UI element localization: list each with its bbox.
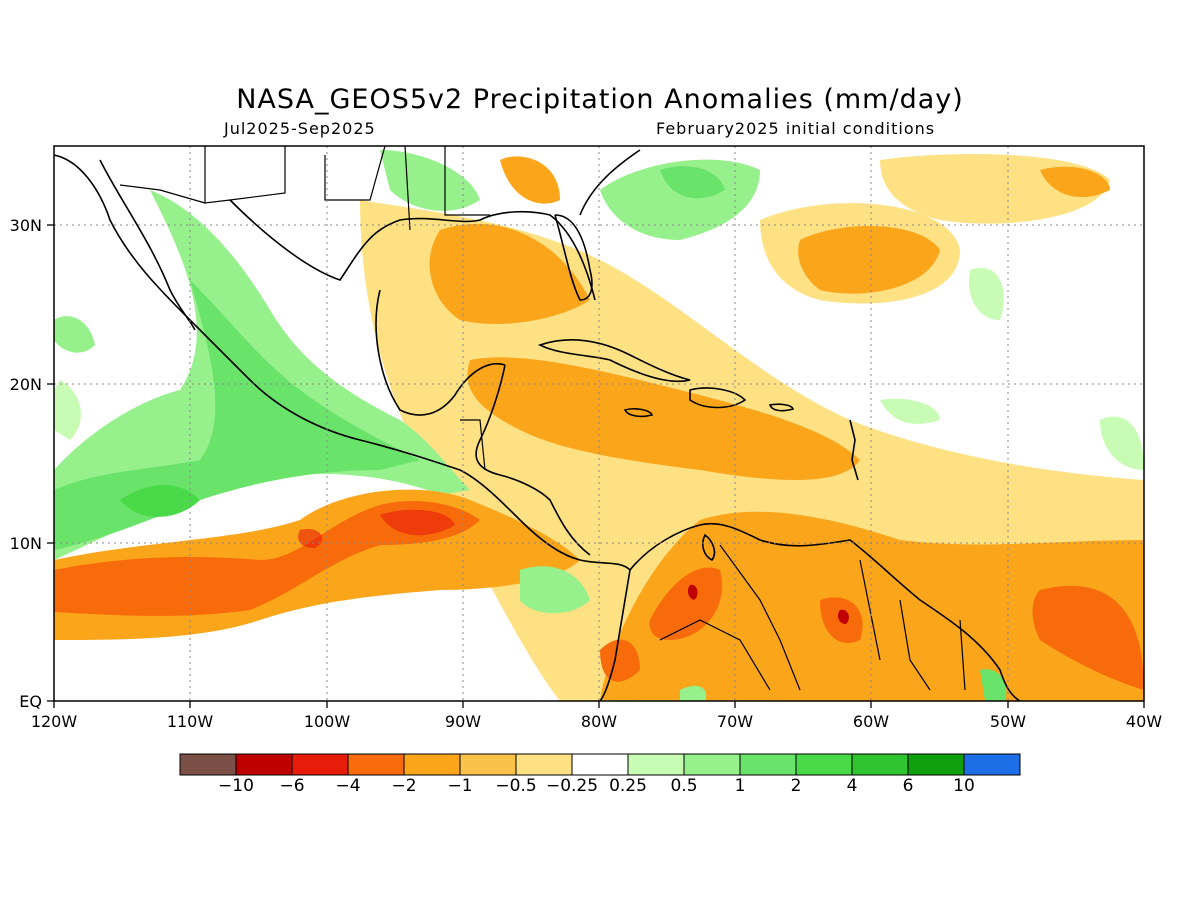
colorbar-label: −10 (218, 776, 254, 796)
lon-label: 120W (31, 712, 78, 731)
colorbar-swatch (403, 753, 461, 776)
colorbar-swatch (235, 753, 293, 776)
colorbar-swatch (683, 753, 741, 776)
lat-label: 10N (10, 534, 42, 553)
colorbar-label: 6 (902, 776, 914, 796)
colorbar-swatch (571, 753, 629, 776)
coastlines (54, 149, 1021, 701)
colorbar-swatch (627, 753, 685, 776)
colorbar-label: −2 (391, 776, 417, 796)
lon-label: 80W (581, 712, 617, 731)
colorbar-swatch (907, 753, 965, 776)
lon-label: 50W (990, 712, 1026, 731)
axis-ticks (47, 224, 1145, 708)
colorbar-swatch (851, 753, 909, 776)
colorbar-label: −0.5 (495, 776, 537, 796)
forecast-period: Jul2025-Sep2025 (224, 119, 376, 138)
latitude-labels: EQ 10N 20N 30N (10, 216, 42, 711)
colorbar-label: 2 (790, 776, 802, 796)
lat-label: 30N (10, 216, 42, 235)
colorbar-label: −4 (335, 776, 361, 796)
map-title: NASA_GEOS5v2 Precipitation Anomalies (mm… (236, 84, 964, 115)
lon-label: 70W (717, 712, 753, 731)
colorbar-swatch (795, 753, 853, 776)
colorbar-label: −6 (279, 776, 305, 796)
colorbar-label: 4 (846, 776, 858, 796)
lat-label: 20N (10, 375, 42, 394)
colorbar-label: 10 (953, 776, 975, 796)
lon-label: 90W (445, 712, 481, 731)
lon-label: 60W (853, 712, 889, 731)
colorbar-swatch (739, 753, 797, 776)
lat-label: EQ (19, 692, 42, 711)
colorbar-swatch (347, 753, 405, 776)
longitude-labels: 120W 110W 100W 90W 80W 70W 60W 50W 40W (31, 712, 1162, 731)
colorbar-label: 0.5 (670, 776, 698, 796)
lat-lon-grid (54, 146, 1144, 701)
lon-label: 110W (167, 712, 214, 731)
colorbar-swatch (291, 753, 349, 776)
initial-conditions: February2025 initial conditions (656, 119, 936, 138)
colorbar-label: −0.25 (545, 776, 599, 796)
colorbar-label: 0.25 (609, 776, 647, 796)
colorbar-swatch (459, 753, 517, 776)
lon-label: 40W (1126, 712, 1162, 731)
colorbar-swatch (963, 753, 1021, 776)
colorbar (179, 753, 1021, 776)
borders (119, 146, 966, 691)
lon-label: 100W (304, 712, 351, 731)
colorbar-swatch (515, 753, 573, 776)
anomaly-field (54, 146, 1144, 701)
colorbar-label: −1 (447, 776, 473, 796)
colorbar-swatch (179, 753, 237, 776)
colorbar-label: 1 (734, 776, 746, 796)
